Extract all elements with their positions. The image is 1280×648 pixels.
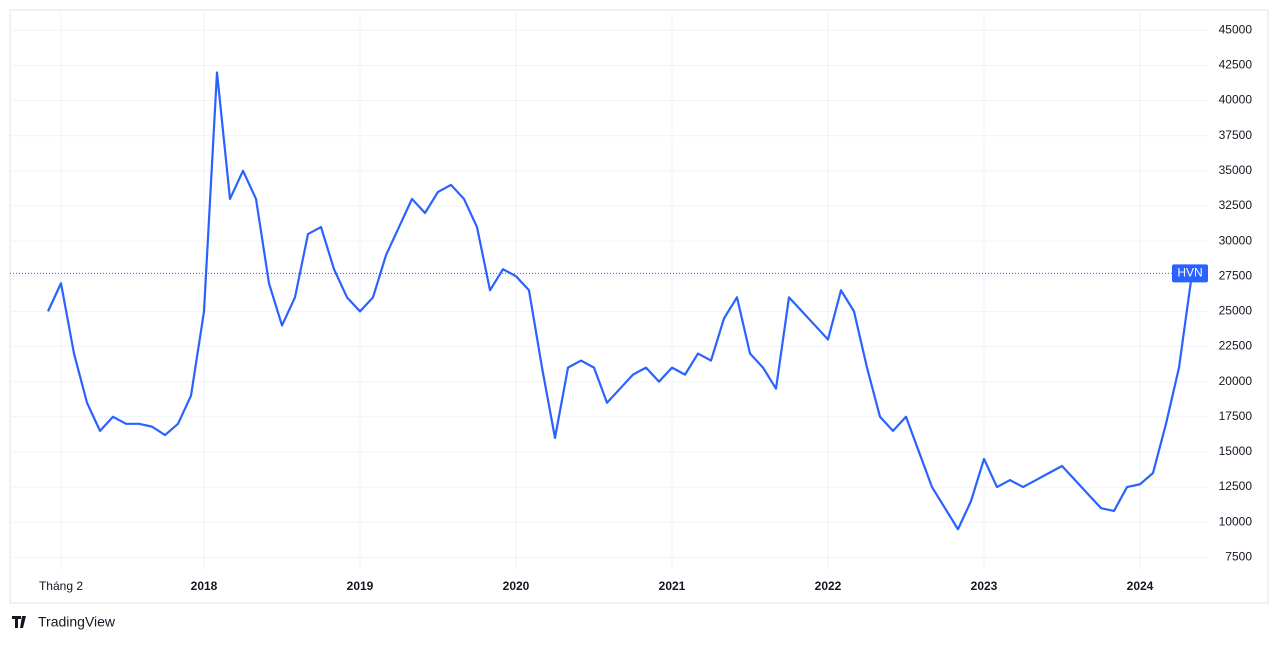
- price-line: [47, 71, 1194, 531]
- x-tick-label: 2020: [503, 579, 530, 593]
- y-tick-label: 30000: [1219, 233, 1253, 247]
- y-tick-label: 37500: [1219, 128, 1253, 142]
- y-tick-label: 25000: [1219, 304, 1253, 318]
- brand: TradingView: [38, 614, 116, 630]
- y-tick-label: 45000: [1219, 22, 1253, 36]
- y-tick-label: 15000: [1219, 444, 1253, 458]
- y-tick-label: 12500: [1219, 479, 1253, 493]
- last-price-badge: [1172, 264, 1208, 283]
- x-tick-label: 2022: [815, 579, 842, 593]
- series-label: HVN: [1177, 266, 1202, 280]
- x-tick-label: 2018: [191, 579, 218, 593]
- x-tick-label: 2024: [1127, 579, 1154, 593]
- y-tick-label: 7500: [1225, 550, 1252, 564]
- y-tick-label: 40000: [1219, 93, 1253, 107]
- x-tick-label: Tháng 2: [39, 579, 83, 593]
- y-tick-label: 42500: [1219, 58, 1253, 72]
- y-tick-label: 20000: [1219, 374, 1253, 388]
- y-tick-label: 35000: [1219, 163, 1253, 177]
- y-tick-label: 22500: [1219, 339, 1253, 353]
- y-tick-label: 27500: [1219, 268, 1253, 282]
- y-tick-label: 32500: [1219, 198, 1253, 212]
- y-tick-label: 10000: [1219, 514, 1253, 528]
- x-tick-label: 2019: [347, 579, 374, 593]
- x-tick-label: 2021: [659, 579, 686, 593]
- x-tick-label: 2023: [971, 579, 998, 593]
- y-tick-label: 17500: [1219, 409, 1253, 423]
- chart-frame: [9, 9, 1269, 604]
- brand-logo: TradingView: [12, 614, 116, 630]
